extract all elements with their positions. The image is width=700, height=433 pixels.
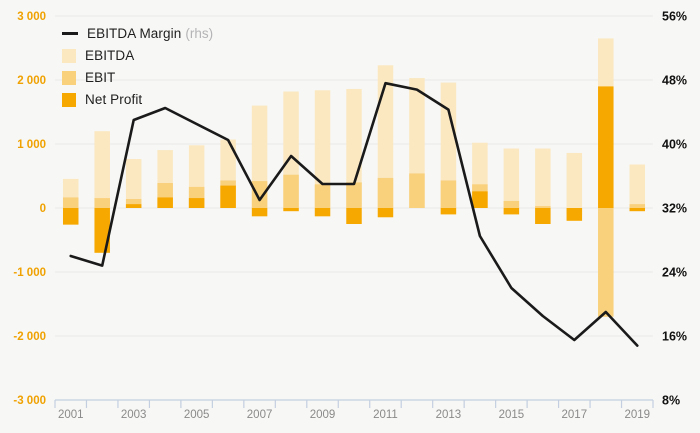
ebit-swatch-icon — [62, 70, 76, 85]
bar-ebit-2001 — [62, 197, 79, 208]
left-axis-label: 2 000 — [17, 75, 46, 87]
bar-ebit-2008 — [283, 174, 299, 208]
net-profit-swatch-icon — [62, 92, 76, 107]
bar-ebitda-2002 — [94, 131, 110, 208]
bar-ebitda-2017 — [566, 152, 583, 208]
bar-net-profit-2005 — [188, 198, 205, 208]
bar-net-profit-2007 — [251, 208, 268, 217]
bar-ebitda-2009 — [314, 90, 331, 208]
legend-item-ebitda: EBITDA — [62, 48, 213, 63]
bar-net-profit-2010 — [346, 208, 362, 224]
left-axis-label: -3 000 — [13, 395, 46, 407]
bar-ebitda-2011 — [377, 65, 394, 208]
legend-label: EBITDA — [85, 48, 135, 63]
legend-label: EBIT — [85, 70, 116, 85]
bar-net-profit-2018 — [598, 86, 614, 208]
bar-ebitda-2003 — [125, 159, 142, 208]
bar-net-profit-2003 — [125, 204, 142, 208]
bar-ebit-2012 — [409, 173, 425, 208]
x-axis-label: 2001 — [58, 409, 84, 421]
ebitda-swatch-icon — [62, 48, 76, 63]
bar-net-profit-2019 — [629, 208, 646, 212]
right-axis-label: 8% — [662, 394, 680, 408]
bar-net-profit-2009 — [314, 208, 331, 217]
x-axis-label: 2015 — [499, 409, 525, 421]
bar-ebit-2019 — [629, 204, 646, 208]
bar-ebit-2007 — [251, 181, 268, 208]
bar-net-profit-2015 — [503, 208, 520, 215]
bar-net-profit-2008 — [283, 208, 299, 212]
bar-net-profit-2016 — [535, 208, 551, 224]
legend-item-ebit: EBIT — [62, 70, 213, 85]
x-axis-label: 2003 — [121, 409, 147, 421]
bar-net-profit-2011 — [377, 208, 394, 218]
x-axis-label: 2007 — [247, 409, 273, 421]
legend-label: EBITDA Margin — [87, 25, 182, 41]
bar-ebitda-2015 — [503, 148, 520, 208]
legend-item-net-profit: Net Profit — [62, 92, 213, 107]
left-axis-label: 0 — [40, 203, 46, 215]
bar-ebit-2018 — [598, 208, 614, 317]
bar-ebit-2010 — [346, 182, 362, 208]
x-axis-label: 2009 — [310, 409, 336, 421]
bar-ebit-2015 — [503, 200, 520, 208]
bar-ebit-2003 — [125, 199, 142, 208]
x-axis-label: 2017 — [562, 409, 588, 421]
bar-ebitda-2019 — [629, 164, 646, 208]
bar-ebit-2016 — [535, 206, 551, 208]
bar-ebit-2009 — [314, 184, 331, 208]
x-axis-label: 2011 — [373, 409, 398, 421]
left-axis-label: 1 000 — [17, 139, 46, 151]
ebitda-margin-line — [69, 81, 639, 347]
line-marker-icon — [62, 32, 78, 35]
bar-net-profit-2001 — [62, 208, 79, 225]
bar-ebit-2013 — [440, 180, 457, 208]
left-axis-label: 3 000 — [17, 11, 46, 23]
bar-ebit-2011 — [377, 177, 394, 208]
legend-label: Net Profit — [85, 92, 143, 107]
bar-net-profit-2017 — [566, 208, 583, 221]
legend-item-ebitda-margin: EBITDA Margin (rhs) — [62, 26, 213, 41]
bar-ebitda-2013 — [440, 82, 457, 208]
x-axis-label: 2019 — [624, 409, 650, 421]
bar-net-profit-2013 — [440, 208, 457, 215]
legend-suffix-rhs: (rhs) — [185, 25, 214, 41]
bar-ebitda-2010 — [346, 88, 362, 208]
left-axis-label: -2 000 — [13, 331, 46, 343]
right-axis-label: 48% — [662, 74, 687, 88]
x-axis-label: 2005 — [184, 409, 210, 421]
right-axis-label: 16% — [662, 330, 687, 344]
bar-net-profit-2004 — [157, 197, 173, 208]
legend: EBITDA Margin (rhs) EBITDA EBIT Net Profi… — [62, 26, 213, 107]
right-axis-label: 24% — [662, 266, 687, 280]
bar-ebit-2002 — [94, 198, 110, 208]
bar-ebitda-2016 — [535, 148, 551, 208]
x-axis-label: 2013 — [436, 409, 462, 421]
left-axis-label: -1 000 — [13, 267, 46, 279]
right-axis-label: 56% — [662, 10, 687, 24]
right-axis-label: 32% — [662, 202, 687, 216]
right-axis-label: 40% — [662, 138, 687, 152]
bar-net-profit-2014 — [472, 191, 488, 208]
bar-net-profit-2006 — [220, 185, 236, 208]
